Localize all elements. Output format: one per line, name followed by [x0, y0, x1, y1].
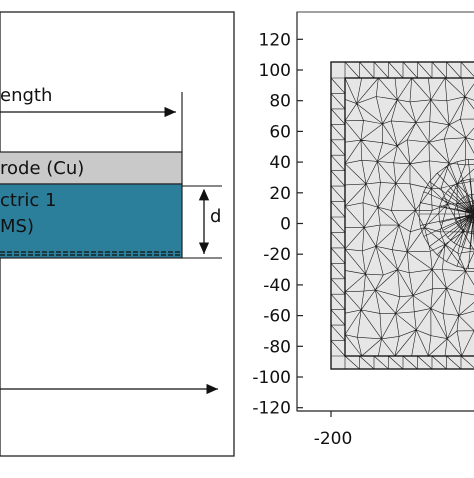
x-axis-ticks: -200 [314, 411, 353, 449]
dielectric-label-line2: MS) [0, 216, 34, 237]
y-tick-label: 0 [280, 215, 291, 235]
electrode-label: rode (Cu) [0, 158, 84, 179]
y-tick: -40 [263, 276, 303, 296]
y-tick: -80 [263, 337, 303, 357]
y-tick: -100 [252, 368, 303, 388]
schematic-frame [0, 11, 235, 457]
y-tick-label: 100 [259, 61, 291, 81]
y-tick-label: -80 [263, 337, 291, 357]
mesh-lines [331, 62, 474, 369]
y-tick: 120 [259, 30, 303, 50]
y-tick: -120 [252, 399, 303, 419]
y-tick-label: -100 [252, 368, 291, 388]
dielectric-label-line1: ctric 1 [0, 190, 56, 211]
length-label: ength [0, 85, 52, 106]
mesh-inner-boundary [344, 77, 474, 357]
y-tick: 80 [269, 92, 303, 112]
y-tick-label: 120 [259, 30, 291, 50]
y-tick-label: -40 [263, 276, 291, 296]
schematic-panel: ength rode (Cu) ctric 1 MS) d [0, 11, 235, 457]
y-tick: 60 [269, 122, 303, 142]
y-tick-label: -120 [252, 399, 291, 419]
y-tick-label: 20 [269, 184, 291, 204]
x-tick-label: -200 [314, 429, 353, 449]
y-tick: 100 [259, 61, 303, 81]
y-tick-label: 80 [269, 92, 291, 112]
mesh-domain [330, 61, 474, 370]
thickness-label: d [210, 206, 221, 227]
electrode-layer [0, 151, 183, 185]
y-tick-label: 40 [269, 153, 291, 173]
y-tick-label: -20 [263, 245, 291, 265]
dielectric-layer [0, 183, 183, 259]
y-axis-ticks: 120 100 80 60 40 20 0 -20 -40 -60 -80 -100 -120 [252, 30, 303, 419]
y-tick: -60 [263, 307, 303, 327]
y-tick: 0 [280, 215, 303, 235]
y-tick: -20 [263, 245, 303, 265]
y-tick: 20 [269, 184, 303, 204]
y-tick: 40 [269, 153, 303, 173]
triangular-mesh [331, 62, 474, 369]
x-tick: -200 [314, 411, 353, 449]
y-tick-label: -60 [263, 307, 291, 327]
y-tick-label: 60 [269, 122, 291, 142]
mesh-plot-panel: 120 100 80 60 40 20 0 -20 -40 -60 -80 -100 -120 -200 [252, 11, 474, 449]
